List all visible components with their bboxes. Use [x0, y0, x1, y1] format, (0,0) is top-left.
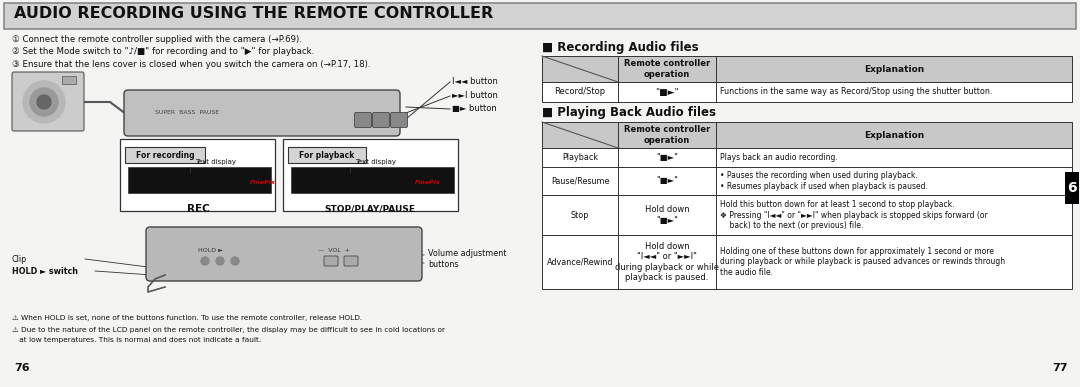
- Circle shape: [30, 88, 58, 116]
- Text: Explanation: Explanation: [864, 130, 924, 139]
- Bar: [542, 235, 1072, 289]
- Text: 6: 6: [1067, 181, 1077, 195]
- Bar: [4, 31, 534, 383]
- Circle shape: [23, 81, 65, 123]
- Text: Remote controller
operation: Remote controller operation: [624, 125, 711, 145]
- Text: 77: 77: [1053, 363, 1068, 373]
- Text: ① Connect the remote controller supplied with the camera (→P.69).: ① Connect the remote controller supplied…: [12, 35, 302, 44]
- Text: ►►I button: ►►I button: [453, 91, 498, 101]
- Text: HOLD ► switch: HOLD ► switch: [12, 267, 78, 276]
- Bar: [542, 148, 1072, 167]
- FancyBboxPatch shape: [124, 90, 400, 136]
- Text: Pause/Resume: Pause/Resume: [551, 176, 609, 185]
- Bar: [542, 82, 1072, 102]
- Circle shape: [216, 257, 224, 265]
- Text: Hold down
"I◄◄" or "►►I"
during playback or while
playback is paused.: Hold down "I◄◄" or "►►I" during playback…: [615, 242, 719, 282]
- Text: ■ Playing Back Audio files: ■ Playing Back Audio files: [542, 106, 716, 119]
- FancyBboxPatch shape: [354, 113, 372, 127]
- FancyBboxPatch shape: [391, 113, 407, 127]
- Text: Playback: Playback: [562, 153, 598, 162]
- FancyBboxPatch shape: [345, 256, 357, 266]
- Text: "■►": "■►": [656, 87, 679, 96]
- Bar: [4, 3, 1076, 29]
- Text: SUPER  BASS  PAUSE: SUPER BASS PAUSE: [156, 111, 219, 115]
- Text: STOP/PLAY/PAUSE: STOP/PLAY/PAUSE: [324, 204, 416, 213]
- Text: Remote controller
operation: Remote controller operation: [624, 59, 711, 79]
- Text: ⚠ When HOLD is set, none of the buttons function. To use the remote controller, : ⚠ When HOLD is set, none of the buttons …: [12, 315, 362, 321]
- Bar: [542, 195, 1072, 235]
- Text: "■►": "■►": [656, 153, 678, 162]
- Bar: [538, 31, 1076, 383]
- Bar: [129, 167, 271, 193]
- Bar: [283, 139, 458, 211]
- Text: Text display: Text display: [195, 159, 237, 165]
- Text: REC: REC: [187, 204, 210, 214]
- Text: Record/Stop: Record/Stop: [554, 87, 606, 96]
- Text: FinePix: FinePix: [415, 180, 441, 185]
- Text: Hold this button down for at least 1 second to stop playback.
❖ Pressing "I◄◄" o: Hold this button down for at least 1 sec…: [720, 200, 988, 230]
- Circle shape: [231, 257, 239, 265]
- FancyBboxPatch shape: [12, 72, 84, 131]
- Text: Holding one of these buttons down for approximately 1 second or more
during play: Holding one of these buttons down for ap…: [720, 247, 1005, 277]
- Text: For playback: For playback: [299, 151, 354, 159]
- Bar: [288, 147, 366, 163]
- FancyBboxPatch shape: [373, 113, 390, 127]
- Text: ② Set the Mode switch to "♪/■" for recording and to "▶" for playback.: ② Set the Mode switch to "♪/■" for recor…: [12, 48, 314, 57]
- Text: ■ Recording Audio files: ■ Recording Audio files: [542, 41, 699, 54]
- Text: Hold down
"■►": Hold down "■►": [645, 205, 689, 225]
- Text: ■► button: ■► button: [453, 104, 497, 113]
- FancyBboxPatch shape: [324, 256, 338, 266]
- Text: ⚠ Due to the nature of the LCD panel on the remote controller, the display may b: ⚠ Due to the nature of the LCD panel on …: [12, 327, 445, 333]
- Text: ③ Ensure that the lens cover is closed when you switch the camera on (→P.17, 18): ③ Ensure that the lens cover is closed w…: [12, 60, 370, 69]
- Text: Functions in the same way as Record/Stop using the shutter button.: Functions in the same way as Record/Stop…: [720, 87, 993, 96]
- Text: "■►": "■►": [656, 176, 678, 185]
- Text: Explanation: Explanation: [864, 65, 924, 74]
- Text: Text display: Text display: [355, 159, 396, 165]
- Text: 76: 76: [14, 363, 29, 373]
- Bar: [542, 122, 1072, 148]
- Text: AUDIO RECORDING USING THE REMOTE CONTROLLER: AUDIO RECORDING USING THE REMOTE CONTROL…: [14, 5, 494, 21]
- Text: For recording: For recording: [136, 151, 194, 159]
- Circle shape: [37, 95, 51, 109]
- Bar: [1065, 172, 1079, 204]
- Bar: [125, 147, 205, 163]
- Text: at low temperatures. This is normal and does not indicate a fault.: at low temperatures. This is normal and …: [12, 337, 261, 343]
- Text: I◄◄ button: I◄◄ button: [453, 77, 498, 87]
- Bar: [542, 167, 1072, 195]
- Text: Volume adjustment
buttons: Volume adjustment buttons: [428, 249, 507, 269]
- Text: Stop: Stop: [571, 211, 590, 219]
- Text: Clip: Clip: [12, 255, 27, 264]
- Text: —  VOL  +: — VOL +: [318, 248, 350, 253]
- Text: HOLD ►: HOLD ►: [198, 248, 222, 253]
- Bar: [62, 76, 76, 84]
- FancyBboxPatch shape: [146, 227, 422, 281]
- Bar: [120, 139, 275, 211]
- Bar: [542, 56, 1072, 82]
- Text: Advance/Rewind: Advance/Rewind: [546, 257, 613, 267]
- Circle shape: [201, 257, 210, 265]
- Bar: [291, 167, 454, 193]
- Text: Plays back an audio recording.: Plays back an audio recording.: [720, 153, 838, 162]
- Text: • Pauses the recording when used during playback.
• Resumes playback if used whe: • Pauses the recording when used during …: [720, 171, 928, 191]
- Text: FinePix: FinePix: [249, 180, 275, 185]
